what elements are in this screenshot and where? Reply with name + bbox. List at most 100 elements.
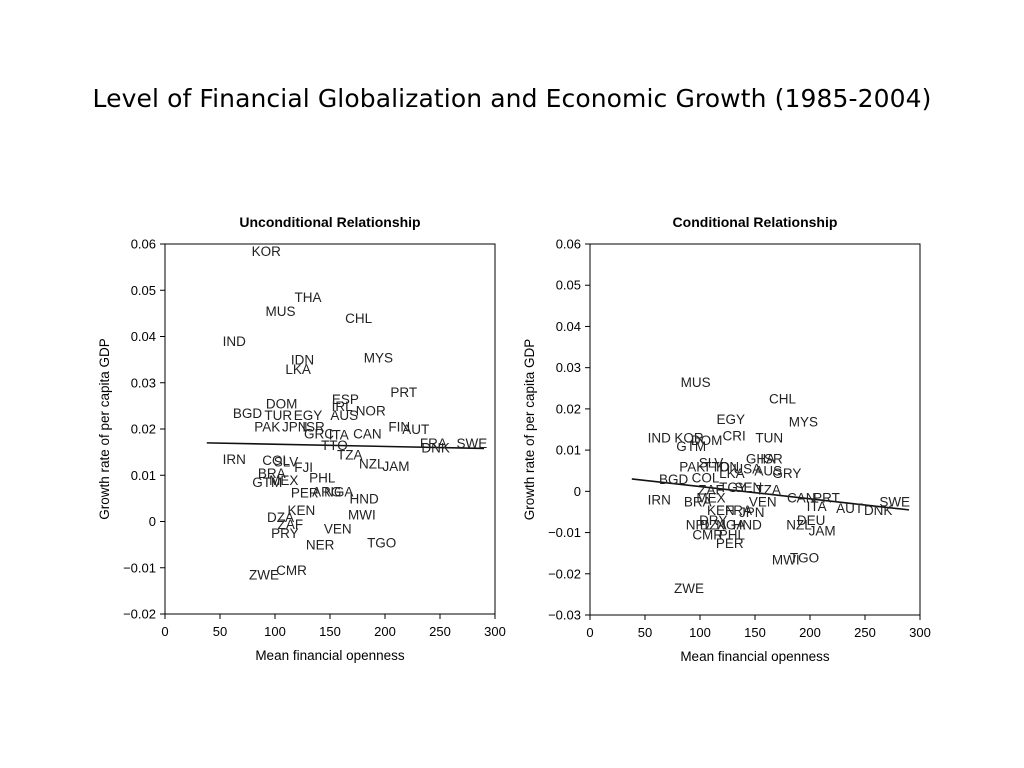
chart-1-y-axis-label: Growth rate of per capita GDP (97, 338, 112, 520)
chart-1-point-nzl: NZL (359, 457, 385, 472)
chart-2-x-axis-label: Mean financial openness (680, 649, 830, 664)
chart-2-point-jpn: JPN (739, 505, 765, 520)
chart-2-point-mys: MYS (789, 414, 818, 429)
chart-1-point-dom: DOM (266, 397, 298, 412)
chart-1-point-can: CAN (353, 427, 382, 442)
chart-2-point-usa: USA (733, 462, 761, 477)
chart-2-point-tgo: TGO (790, 550, 819, 565)
chart-2-x-tick-label: 250 (854, 625, 876, 640)
chart-1-point-arg: ARG (312, 484, 341, 499)
chart-2-point-dry: DRY (699, 513, 727, 528)
chart-1-point-tgo: TGO (367, 535, 396, 550)
chart-1-point-ken: KEN (288, 503, 316, 518)
chart-2-point-tun: TUN (755, 431, 783, 446)
chart-1-point-jpn: JPN (282, 420, 308, 435)
chart-1-point-irn: IRN (223, 452, 246, 467)
chart-1-x-tick-label: 0 (161, 624, 168, 639)
chart-1-x-tick-label: 300 (484, 624, 506, 639)
chart-1-y-tick-label: 0 (149, 514, 156, 529)
chart-1-point-egy: EGY (294, 408, 323, 423)
chart-2-y-axis-label: Growth rate of per capita GDP (522, 339, 537, 521)
chart-2-y-tick-label: 0.05 (556, 278, 581, 293)
chart-2-point-dza: DZA (700, 517, 727, 532)
chart-1-point-fin: FIN (388, 420, 410, 435)
chart-1-point-esp: ESP (332, 392, 359, 407)
chart-2-point-per: PER (716, 536, 744, 551)
chart-2-point-ind: IND (648, 431, 672, 446)
chart-2-point-nzl: NZL (786, 517, 812, 532)
chart-2-point-sen: SEN (735, 480, 763, 495)
chart-1-point-aus: AUS (330, 408, 358, 423)
chart-2-point-slv: SLV (699, 455, 724, 470)
chart-1-point-fji: FJI (294, 460, 313, 475)
chart-1-point-mus: MUS (266, 304, 296, 319)
chart-2-point-tto: TTO (703, 460, 730, 475)
chart-2-x-tick-label: 300 (909, 625, 931, 640)
chart-2-point-npl: NPL (686, 517, 713, 532)
chart-1-point-zwe: ZWE (249, 568, 279, 583)
chart-1-point-idn: IDN (291, 353, 314, 368)
chart-2-point-pak: PAK (679, 460, 705, 475)
chart-1-point-prt: PRT (390, 385, 417, 400)
chart-1-point-nga: NGA (324, 484, 353, 499)
chart-2-point-col: COL (692, 471, 720, 486)
chart-2-y-tick-label: 0.02 (556, 401, 581, 416)
chart-1-point-per: PER (291, 485, 319, 500)
chart-1-point-pak: PAK (254, 420, 280, 435)
chart-1-point-zaf: ZAF (278, 517, 304, 532)
chart-1-point-tha: THA (295, 290, 322, 305)
chart-2-point-gha: GHA (746, 451, 775, 466)
chart-2-point-hnd: HND (733, 517, 762, 532)
chart-1-point-swe: SWE (457, 436, 488, 451)
chart-2-x-tick-label: 50 (638, 625, 652, 640)
chart-1-point-slv: SLV (274, 454, 299, 469)
chart-1-fit-line (206, 442, 485, 450)
chart-2-y-tick-label: −0.01 (548, 525, 581, 540)
chart-1-point-ven: VEN (324, 521, 352, 536)
chart-1-x-axis-label: Mean financial openness (255, 648, 405, 663)
chart-2-y-tick-label: 0.04 (556, 319, 581, 334)
chart-2-title: Conditional Relationship (673, 214, 838, 230)
chart-1-y-tick-label: −0.01 (123, 560, 156, 575)
chart-2-point-cri: CRI (722, 429, 745, 444)
chart-1-y-tick-label: 0.05 (131, 283, 156, 298)
chart-2-y-tick-label: 0.03 (556, 360, 581, 375)
chart-2-point-jam: JAM (809, 523, 836, 538)
chart-1-point-chl: CHL (345, 311, 372, 326)
unconditional-relationship-chart: Unconditional Relationship 0 50 100 150 200 25… (97, 214, 506, 663)
chart-1-point-phl: PHL (309, 471, 336, 486)
chart-1-point-ita: ITA (329, 428, 349, 443)
chart-1-point-mys: MYS (364, 350, 393, 365)
chart-1-y-tick-label: 0.06 (131, 237, 156, 252)
chart-2-point-phl: PHL (719, 528, 746, 543)
chart-1-x-tick-label: 150 (319, 624, 341, 639)
chart-2-fit-line (631, 478, 910, 511)
conditional-relationship-chart: Conditional Relationship 0 50 100 150 200 250 3… (522, 214, 931, 664)
chart-1-x-tick-label: 100 (264, 624, 286, 639)
chart-2-point-mex: MEX (696, 491, 725, 506)
chart-1-point-ind: IND (223, 334, 247, 349)
chart-2-x-tick-label: 0 (586, 625, 593, 640)
chart-1-point-hnd: HND (349, 491, 378, 506)
chart-2-x-tick-label: 150 (744, 625, 766, 640)
chart-1-point-bra: BRA (258, 466, 286, 481)
chart-2-y-tick-label: 0 (574, 484, 581, 499)
chart-2-point-irn: IRN (648, 493, 671, 508)
chart-1-point-tur: TUR (264, 408, 292, 423)
chart-1-point-aut: AUT (402, 422, 429, 437)
chart-2-point-isr: ISR (760, 451, 783, 466)
chart-2-point-swe: SWE (879, 495, 910, 510)
chart-1-x-tick-label: 250 (429, 624, 451, 639)
chart-2-point-tza: TZA (755, 482, 781, 497)
chart-2-point-deu: DEU (797, 513, 826, 528)
chart-1-point-jam: JAM (383, 459, 410, 474)
chart-1-y-tick-label: 0.01 (131, 468, 156, 483)
chart-2-point-dom: DOM (691, 433, 723, 448)
chart-1-title: Unconditional Relationship (239, 214, 420, 230)
chart-1-x-tick-label: 50 (213, 624, 227, 639)
slide-title: Level of Financial Globalization and Eco… (92, 84, 932, 113)
chart-1-point-tto: TTO (321, 438, 348, 453)
chart-1-point-bgd: BGD (233, 406, 263, 421)
chart-2-point-aut: AUT (836, 501, 863, 516)
